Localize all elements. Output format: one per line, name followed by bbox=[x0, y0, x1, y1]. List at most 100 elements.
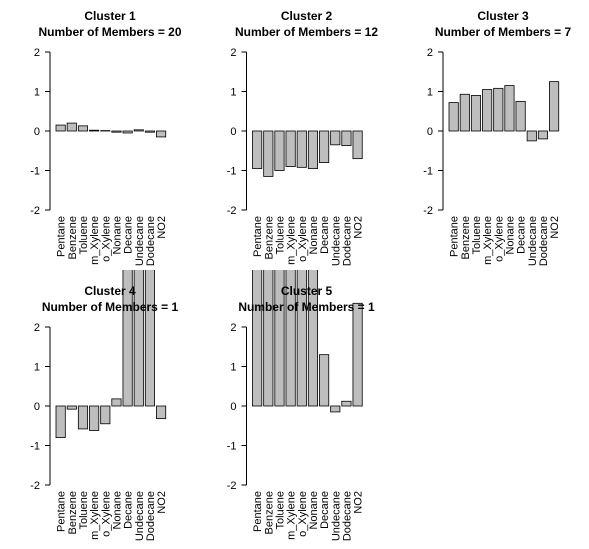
bar bbox=[526, 130, 537, 142]
y-tick-label: 0 bbox=[230, 401, 236, 413]
chart-subtitle: Number of Members = 7 bbox=[435, 25, 572, 39]
y-tick-label: 2 bbox=[34, 322, 40, 334]
chart-title: Cluster 3 bbox=[477, 9, 529, 23]
x-tick-label: Dodecane bbox=[145, 216, 157, 266]
x-tick-label: Pentane bbox=[56, 491, 68, 532]
y-tick-label: 1 bbox=[230, 362, 236, 374]
bar bbox=[274, 270, 285, 407]
y-tick-label: -2 bbox=[227, 205, 237, 217]
y-tick-label: 0 bbox=[230, 126, 236, 138]
x-tick-label: Undecane bbox=[134, 216, 146, 266]
x-tick-label: m_Xylene bbox=[89, 491, 101, 540]
bar bbox=[89, 405, 100, 431]
panel: -2 -1 0 1 2 Pentane Benzene Toluene m_Xylene o_Xy… bbox=[423, 9, 571, 266]
x-tick-label: o_Xylene bbox=[100, 491, 112, 537]
y-tick-label: -2 bbox=[227, 480, 237, 492]
bar bbox=[252, 130, 263, 169]
y-tick-label: -1 bbox=[30, 441, 40, 453]
bar bbox=[482, 89, 493, 132]
chart-title: Cluster 2 bbox=[281, 9, 333, 23]
bar bbox=[285, 130, 296, 167]
x-tick-label: Dodecane bbox=[538, 216, 550, 266]
x-tick-label: o_Xylene bbox=[297, 491, 309, 537]
bar bbox=[285, 270, 296, 407]
x-tick-label: Toluene bbox=[471, 216, 483, 255]
bar bbox=[341, 400, 352, 407]
bar bbox=[252, 270, 263, 407]
bar bbox=[111, 398, 122, 407]
chart-subtitle: Number of Members = 1 bbox=[238, 300, 375, 314]
bar bbox=[352, 130, 363, 160]
y-tick-label: 0 bbox=[34, 126, 40, 138]
y-tick-label: 1 bbox=[230, 87, 236, 99]
bar bbox=[122, 130, 133, 134]
x-tick-label: Pentane bbox=[252, 216, 264, 257]
bar bbox=[274, 130, 285, 171]
panel: -2 -1 0 1 2 Pentane Benzene Toluene m_Xylene o_Xy… bbox=[227, 9, 379, 266]
x-tick-label: Nonane bbox=[111, 491, 123, 530]
x-tick-label: o_Xylene bbox=[297, 216, 309, 262]
bar bbox=[296, 270, 307, 407]
bars bbox=[448, 81, 560, 142]
bar bbox=[77, 125, 89, 132]
bar bbox=[144, 130, 155, 133]
panel: -2 -1 0 1 2 Pentane Benzene Toluene m_Xylene o_Xy… bbox=[227, 270, 375, 541]
x-tick-label: Undecane bbox=[134, 491, 146, 541]
x-tick-label: o_Xylene bbox=[100, 216, 112, 262]
y-tick-label: 2 bbox=[427, 47, 433, 59]
x-tick-label: Toluene bbox=[78, 491, 90, 530]
x-tick-label: Nonane bbox=[308, 216, 320, 255]
y-tick-label: 1 bbox=[34, 87, 40, 99]
x-tick-label: Decane bbox=[516, 216, 528, 254]
x-tick-label: Pentane bbox=[252, 491, 264, 532]
bar bbox=[330, 130, 341, 146]
bar bbox=[133, 129, 144, 132]
chart-title: Cluster 5 bbox=[281, 284, 333, 298]
bar bbox=[55, 405, 66, 439]
x-tick-label: NO2 bbox=[549, 216, 561, 239]
bar bbox=[77, 405, 89, 430]
x-tick-label: Benzene bbox=[67, 491, 79, 534]
y-tick-label: -1 bbox=[227, 441, 237, 453]
x-tick-label: NO2 bbox=[156, 491, 168, 514]
x-tick-label: Pentane bbox=[56, 216, 68, 257]
x-tick-label: m_Xylene bbox=[286, 491, 298, 540]
x-tick-label: Toluene bbox=[78, 216, 90, 255]
bar bbox=[66, 405, 77, 410]
bar bbox=[100, 405, 111, 425]
x-tick-label: NO2 bbox=[156, 216, 168, 239]
x-tick-label: Decane bbox=[123, 216, 135, 254]
bars bbox=[55, 270, 167, 439]
chart-subtitle: Number of Members = 12 bbox=[235, 25, 378, 39]
bar bbox=[111, 130, 122, 133]
x-tick-label: m_Xylene bbox=[286, 216, 298, 265]
chart-subtitle: Number of Members = 20 bbox=[38, 25, 181, 39]
bar bbox=[515, 100, 526, 132]
chart-title: Cluster 1 bbox=[84, 9, 136, 23]
x-tick-label: Benzene bbox=[263, 491, 275, 534]
x-tick-label: Undecane bbox=[330, 491, 342, 541]
x-tick-label: Nonane bbox=[111, 216, 123, 255]
bar bbox=[156, 130, 167, 138]
x-tick-label: Nonane bbox=[504, 216, 516, 255]
bar bbox=[537, 130, 548, 140]
x-tick-label: Undecane bbox=[330, 216, 342, 266]
bar bbox=[55, 124, 66, 132]
bar bbox=[133, 270, 144, 407]
chart-subtitle: Number of Members = 1 bbox=[42, 300, 179, 314]
y-tick-label: 2 bbox=[230, 47, 236, 59]
x-tick-label: NO2 bbox=[353, 491, 365, 514]
y-tick-label: -1 bbox=[423, 166, 433, 178]
x-tick-label: Dodecane bbox=[145, 491, 157, 541]
bar bbox=[493, 87, 504, 132]
y-tick-label: 1 bbox=[427, 87, 433, 99]
panel: -2 -1 0 1 2 Pentane Benzene Toluene m_Xylene o_Xy… bbox=[30, 270, 179, 541]
y-tick-label: 2 bbox=[34, 47, 40, 59]
bar bbox=[66, 122, 77, 132]
bar bbox=[263, 270, 274, 407]
bar bbox=[319, 354, 330, 407]
bar bbox=[459, 93, 470, 132]
y-tick-label: -2 bbox=[423, 205, 433, 217]
bar bbox=[470, 95, 482, 132]
bar bbox=[352, 302, 363, 407]
